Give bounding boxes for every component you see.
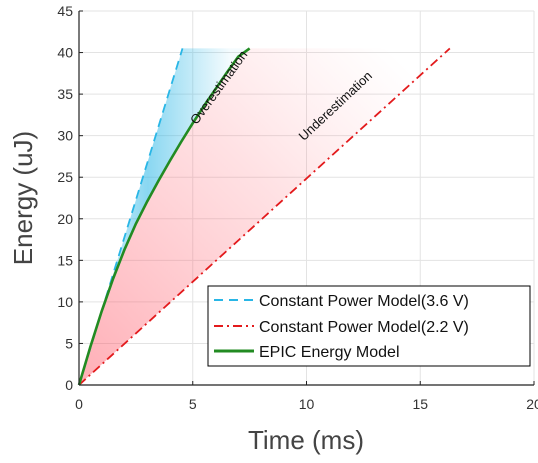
y-tick-label: 0 [65, 377, 73, 393]
tick-labels: 0 5 10 15 20 0 5 10 15 20 25 30 35 40 45 [57, 3, 538, 412]
y-tick-label: 45 [57, 3, 73, 19]
series-line-3v6 [78, 48, 184, 386]
x-tick-label: 10 [299, 396, 315, 412]
series-line-2v2 [78, 47, 451, 386]
legend-label-2v2: Constant Power Model(2.2 V) [259, 319, 469, 336]
y-tick-label: 20 [57, 211, 73, 227]
x-tick-label: 15 [412, 396, 428, 412]
x-tick-label: 0 [75, 396, 83, 412]
y-tick-label: 40 [57, 45, 73, 61]
series-layer [77, 47, 451, 386]
y-tick-label: 10 [57, 294, 73, 310]
y-tick-label: 35 [57, 86, 73, 102]
y-tick-label: 15 [57, 252, 73, 268]
axes [78, 10, 535, 386]
x-tick-label: 5 [189, 396, 197, 412]
legend-label-epic: EPIC Energy Model [259, 344, 400, 361]
legend-box [207, 285, 531, 367]
legend: Constant Power Model(3.6 V) Constant Pow… [207, 285, 531, 367]
overestimation-area [79, 48, 250, 385]
y-tick-label: 5 [65, 335, 73, 351]
y-tick-label: 25 [57, 169, 73, 185]
y-axis-title: Energy (uJ) [8, 131, 38, 265]
x-tick-label: 20 [526, 396, 538, 412]
y-tick-label: 30 [57, 128, 73, 144]
legend-label-3v6: Constant Power Model(3.6 V) [259, 293, 469, 310]
x-axis-title: Time (ms) [248, 425, 364, 455]
series-line-epic [77, 47, 251, 386]
